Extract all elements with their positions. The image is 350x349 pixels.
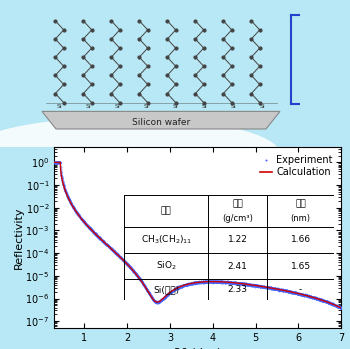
Text: Si: Si	[86, 104, 91, 109]
Ellipse shape	[0, 117, 280, 191]
Text: Si: Si	[144, 104, 149, 109]
Text: 厚さ: 厚さ	[295, 199, 306, 208]
Text: 材料: 材料	[161, 207, 172, 216]
Y-axis label: Reflectivity: Reflectivity	[14, 206, 24, 269]
Text: Silicon wafer: Silicon wafer	[132, 118, 190, 127]
Legend: Experiment, Calculation: Experiment, Calculation	[257, 151, 336, 181]
Text: Si(基板): Si(基板)	[153, 285, 179, 294]
Text: Si: Si	[173, 104, 178, 109]
Polygon shape	[42, 111, 280, 129]
Text: Si: Si	[231, 104, 236, 109]
Text: $\mathrm{SiO_2}$: $\mathrm{SiO_2}$	[156, 260, 177, 272]
Text: Si: Si	[260, 104, 265, 109]
Text: 2.33: 2.33	[228, 285, 248, 294]
Text: 2.41: 2.41	[228, 262, 247, 270]
Text: 1.65: 1.65	[290, 262, 311, 270]
Text: -: -	[299, 285, 302, 294]
Text: 密度: 密度	[232, 199, 243, 208]
Text: Si: Si	[202, 104, 207, 109]
Text: 1.22: 1.22	[228, 236, 247, 244]
Text: (g/cm³): (g/cm³)	[222, 214, 253, 223]
Text: 1.66: 1.66	[290, 236, 311, 244]
Text: Si: Si	[115, 104, 120, 109]
Text: $\mathrm{CH_3(CH_2)_{11}}$: $\mathrm{CH_3(CH_2)_{11}}$	[141, 234, 192, 246]
Text: (nm): (nm)	[290, 214, 311, 223]
Text: Si: Si	[57, 104, 62, 109]
